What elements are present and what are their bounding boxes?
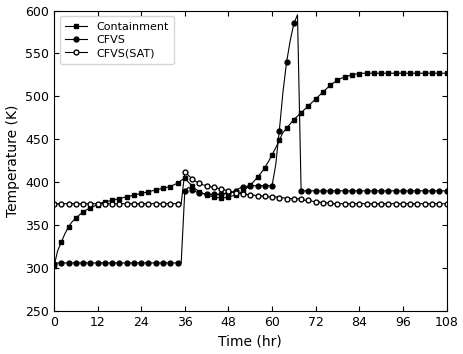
- Containment: [265, 160, 270, 164]
- CFVS: [294, 13, 300, 17]
- Containment: [181, 176, 187, 180]
- CFVS(SAT): [51, 201, 56, 206]
- Line: CFVS: CFVS: [51, 12, 448, 266]
- Containment: [51, 264, 56, 269]
- CFVS(SAT): [80, 201, 86, 206]
- CFVS: [51, 262, 56, 266]
- CFVS(SAT): [269, 195, 274, 199]
- CFVS(SAT): [443, 201, 448, 206]
- Y-axis label: Temperature (K): Temperature (K): [6, 104, 19, 217]
- CFVS(SAT): [185, 173, 191, 177]
- CFVS: [80, 261, 86, 265]
- Containment: [80, 210, 86, 215]
- CFVS(SAT): [312, 200, 318, 204]
- Containment: [359, 71, 365, 75]
- X-axis label: Time (hr): Time (hr): [218, 335, 282, 348]
- CFVS: [443, 189, 448, 193]
- CFVS: [160, 261, 165, 265]
- Legend: Containment, CFVS, CFVS(SAT): Containment, CFVS, CFVS(SAT): [59, 16, 174, 64]
- CFVS: [312, 189, 318, 193]
- CFVS(SAT): [160, 201, 165, 206]
- Containment: [160, 186, 165, 190]
- CFVS(SAT): [265, 195, 270, 199]
- CFVS: [262, 184, 267, 188]
- Line: Containment: Containment: [51, 71, 448, 269]
- Containment: [308, 100, 314, 104]
- Containment: [262, 166, 267, 170]
- Line: CFVS(SAT): CFVS(SAT): [51, 170, 448, 206]
- CFVS: [181, 189, 187, 193]
- CFVS(SAT): [181, 170, 187, 174]
- Containment: [443, 71, 448, 75]
- CFVS: [265, 184, 270, 188]
